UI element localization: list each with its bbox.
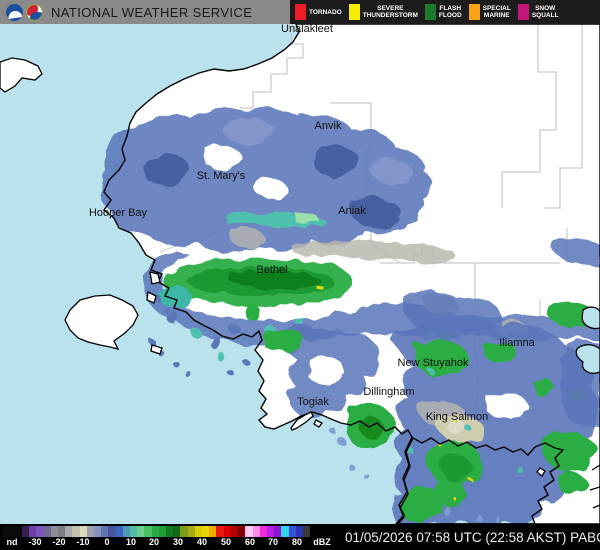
city-label: New Stuyahok xyxy=(398,357,469,369)
dbz-tick: -20 xyxy=(52,537,66,547)
city-label: Hooper Bay xyxy=(89,207,148,219)
colorbar-segment xyxy=(209,526,217,537)
city-label: Aniak xyxy=(338,205,366,217)
city-label: Togiak xyxy=(297,396,329,408)
colorbar-segment xyxy=(50,526,59,537)
colorbar-segment xyxy=(166,526,174,537)
dbz-tick: 80 xyxy=(291,537,303,547)
colorbar-segment xyxy=(245,526,253,537)
lakes xyxy=(575,306,600,374)
dbz-unit-label: dBZ xyxy=(313,537,331,547)
colorbar-segment xyxy=(144,526,152,537)
dbz-tick: 60 xyxy=(244,537,256,547)
colorbar-segment xyxy=(115,526,123,537)
warning-legend-item: SNOW SQUALL xyxy=(517,4,559,20)
colorbar-segment xyxy=(65,526,73,537)
colorbar-segment xyxy=(72,526,80,537)
warning-label: TORNADO xyxy=(309,8,342,16)
colorbar-segment xyxy=(43,526,51,537)
city-label: Unalakleet xyxy=(281,23,333,35)
noaa-logo-icon xyxy=(6,3,23,21)
city-label: St. Mary's xyxy=(197,170,246,182)
colorbar-segment xyxy=(86,526,95,537)
colorbar-segment xyxy=(130,526,138,537)
dbz-tick: -30 xyxy=(28,537,42,547)
colorbar-segment xyxy=(216,526,224,537)
colorbar-segment xyxy=(151,526,159,537)
warning-color-swatch xyxy=(468,4,480,20)
colorbar-segment xyxy=(281,526,289,537)
warning-label: SEVERE THUNDERSTORM xyxy=(362,5,418,19)
dbz-tick: -10 xyxy=(76,537,90,547)
city-label: Iliamna xyxy=(499,337,535,349)
nws-logo-icon xyxy=(26,3,43,21)
warning-label: SPECIAL MARINE xyxy=(482,5,511,19)
dbz-tick: 70 xyxy=(267,537,279,547)
city-label: Dillingham xyxy=(363,386,414,398)
colorbar-segment xyxy=(252,526,260,537)
dbz-tick: 20 xyxy=(148,537,160,547)
warning-color-swatch xyxy=(517,4,529,20)
colorbar-segment xyxy=(266,526,275,537)
dbz-tick: 50 xyxy=(220,537,232,547)
warning-legend-item: TORNADO xyxy=(295,4,342,20)
colorbar-nd-segment xyxy=(2,526,22,537)
colorbar-segment xyxy=(101,526,109,537)
warning-legend: TORNADO SEVERE THUNDERSTORM FLASH FLOOD SPE… xyxy=(290,0,600,24)
colorbar-segment xyxy=(79,526,87,537)
colorbar-segment xyxy=(180,526,188,537)
status-bar: nd -30 -20 -10 0 10 20 30 40 50 60 70 80 dBZ 01/05/2… xyxy=(0,524,600,550)
precipitation-layer xyxy=(100,107,600,524)
city-labels: Unalakleet Anvik St. Mary's Hooper Bay Aniak… xyxy=(89,23,536,423)
site-title: NATIONAL WEATHER SERVICE xyxy=(51,4,253,20)
colorbar-segment xyxy=(94,526,102,537)
colorbar-segment xyxy=(122,526,131,537)
city-label: Bethel xyxy=(256,264,287,276)
colorbar-segment xyxy=(187,526,195,537)
colorbar-segment xyxy=(302,526,311,537)
warning-label: FLASH FLOOD xyxy=(438,5,462,19)
colorbar-segment xyxy=(230,526,239,537)
colorbar-segment xyxy=(259,526,267,537)
islands xyxy=(0,57,546,477)
colorbar-segment xyxy=(29,526,37,537)
timestamp: 01/05/2026 07:58 UTC (22:58 AKST) PABC xyxy=(345,529,600,545)
fjords xyxy=(589,464,600,509)
colorbar-segment xyxy=(202,526,210,537)
dbz-colorbar xyxy=(2,526,311,537)
colorbar-segment xyxy=(295,526,303,537)
colorbar-segment xyxy=(108,526,116,537)
warning-color-swatch xyxy=(348,4,360,20)
city-label: King Salmon xyxy=(426,411,488,423)
city-label: Anvik xyxy=(315,120,342,132)
dbz-tick: 30 xyxy=(172,537,184,547)
colorbar-segment xyxy=(58,526,66,537)
warning-legend-item: SEVERE THUNDERSTORM xyxy=(348,4,418,20)
colorbar-segment xyxy=(173,526,181,537)
colorbar-segment xyxy=(158,526,167,537)
colorbar-segment xyxy=(238,526,246,537)
dbz-tick: 10 xyxy=(125,537,137,547)
warning-legend-item: SPECIAL MARINE xyxy=(468,4,511,20)
warning-color-swatch xyxy=(295,4,306,20)
colorbar-segment xyxy=(22,526,30,537)
warning-label: SNOW SQUALL xyxy=(531,5,559,19)
warning-legend-item: FLASH FLOOD xyxy=(424,4,462,20)
colorbar-segment xyxy=(274,526,282,537)
colorbar-segment xyxy=(288,526,296,537)
colorbar-segment xyxy=(194,526,203,537)
warning-color-swatch xyxy=(424,4,436,20)
dbz-tick: 40 xyxy=(196,537,208,547)
colorbar-segment xyxy=(36,526,44,537)
colorbar-segment xyxy=(223,526,231,537)
dbz-tick: 0 xyxy=(104,537,110,547)
dbz-tick: nd xyxy=(6,537,18,547)
colorbar-segment xyxy=(137,526,145,537)
